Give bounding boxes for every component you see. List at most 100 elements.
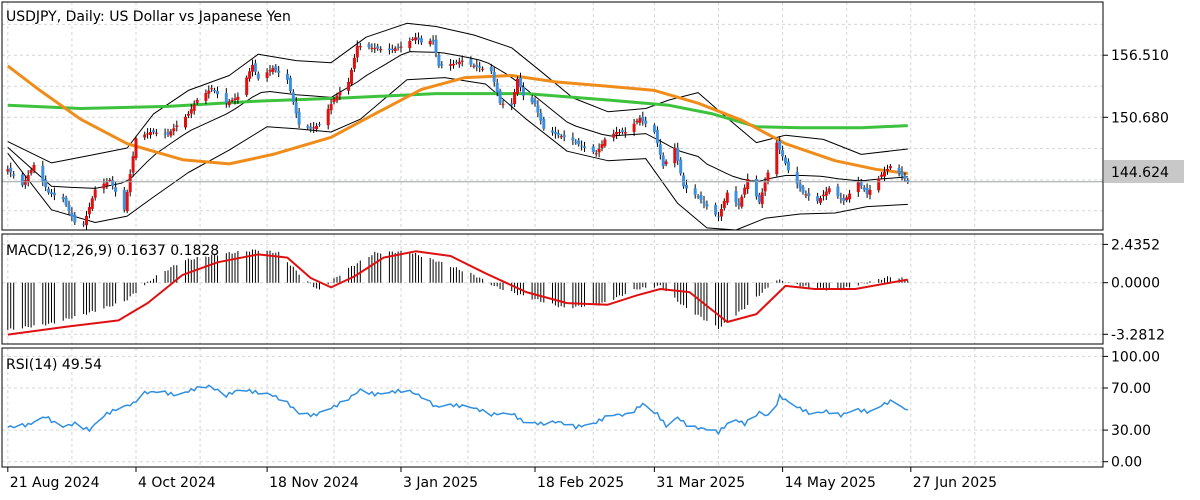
candle-body	[559, 136, 563, 138]
candle-body	[47, 188, 51, 193]
candle-body	[186, 113, 190, 116]
candle-body	[256, 73, 260, 79]
candle-body	[204, 93, 208, 101]
x-tick-label: 4 Oct 2024	[138, 475, 216, 491]
candle-body	[189, 109, 193, 114]
candle-body	[216, 90, 219, 95]
price-panel[interactable]	[2, 22, 1103, 231]
candle-body	[862, 187, 866, 190]
candle-body	[778, 140, 782, 150]
candle-body	[355, 45, 359, 58]
candle-body	[594, 153, 598, 155]
candle-body	[64, 197, 68, 205]
bollinger-lower-line	[7, 77, 908, 231]
price-tick-label: 150.680	[1111, 110, 1169, 126]
candle-body	[897, 167, 901, 174]
candle-body	[638, 118, 642, 123]
candle-body	[134, 138, 138, 159]
candle-body	[195, 100, 199, 103]
candle-body	[807, 193, 811, 197]
candle-body	[571, 137, 575, 141]
rsi-tick-label: 70.00	[1111, 381, 1151, 397]
candle-body	[848, 193, 852, 200]
macd-signal-line	[7, 250, 908, 336]
candle-body	[73, 214, 77, 223]
macd-panel[interactable]	[7, 249, 909, 336]
candle-body	[551, 130, 554, 133]
candle-body	[495, 82, 499, 93]
candle-body	[798, 183, 802, 189]
candle-body	[105, 181, 109, 186]
rsi-label: RSI(14) 49.54	[6, 357, 102, 373]
current-price-badge	[1104, 160, 1184, 183]
candle-body	[347, 81, 351, 91]
candle-body	[519, 77, 522, 88]
candle-body	[600, 144, 604, 149]
ma-fast-line	[6, 64, 908, 175]
candle-body	[533, 100, 537, 105]
candle-body	[842, 198, 846, 202]
candle-body	[440, 64, 444, 66]
candles	[6, 32, 910, 230]
candle-body	[312, 127, 316, 129]
candle-body	[886, 168, 889, 171]
candle-body	[784, 157, 787, 164]
candle-body	[236, 96, 240, 100]
candle-body	[332, 99, 336, 103]
candle-body	[827, 188, 831, 193]
candle-body	[766, 172, 770, 182]
x-tick-label: 14 May 2025	[785, 475, 876, 491]
candle-body	[868, 189, 872, 195]
candle-body	[26, 175, 30, 182]
bollinger-middle-line	[7, 51, 908, 189]
candle-body	[434, 39, 438, 54]
candle-body	[618, 132, 621, 133]
candle-body	[641, 117, 645, 121]
candle-body	[556, 133, 560, 136]
candle-body	[845, 197, 849, 201]
candle-body	[452, 63, 455, 66]
candle-body	[454, 61, 458, 63]
candle-body	[163, 133, 167, 135]
candle-body	[9, 167, 13, 173]
candle-body	[431, 40, 435, 42]
candle-body	[358, 46, 362, 48]
macd-tick-label: 2.4352	[1111, 237, 1160, 253]
x-tick-label: 18 Feb 2025	[537, 475, 624, 491]
candle-body	[114, 187, 118, 192]
candle-body	[93, 189, 97, 198]
candle-body	[6, 169, 10, 172]
candle-body	[146, 133, 150, 135]
candle-body	[87, 207, 91, 215]
macd-histogram	[7, 249, 909, 330]
candle-body	[50, 192, 53, 194]
candle-body	[210, 88, 214, 90]
candle-body	[702, 201, 706, 204]
candle-body	[682, 175, 686, 187]
candle-body	[754, 179, 758, 197]
rsi-panel[interactable]	[7, 384, 908, 436]
macd-label: MACD(12,26,9) 0.1637 0.1828	[6, 243, 219, 259]
candle-body	[492, 72, 496, 82]
candle-body	[603, 139, 607, 146]
candle-body	[315, 125, 319, 130]
candle-body	[52, 192, 56, 196]
candle-body	[472, 65, 476, 67]
candle-body	[475, 64, 479, 67]
candle-body	[396, 46, 400, 48]
candle-body	[510, 103, 514, 106]
candle-body	[224, 93, 228, 104]
candle-body	[661, 155, 665, 167]
candle-body	[265, 72, 269, 78]
candle-body	[41, 165, 45, 182]
price-tick-label: 156.510	[1111, 48, 1169, 64]
candle-body	[370, 47, 374, 49]
candle-body	[248, 71, 252, 79]
panel-frame	[1, 1, 1104, 231]
candle-body	[536, 105, 540, 113]
candle-body	[786, 161, 790, 171]
candle-body	[230, 100, 234, 101]
candle-body	[251, 64, 254, 72]
candle-body	[481, 68, 485, 70]
